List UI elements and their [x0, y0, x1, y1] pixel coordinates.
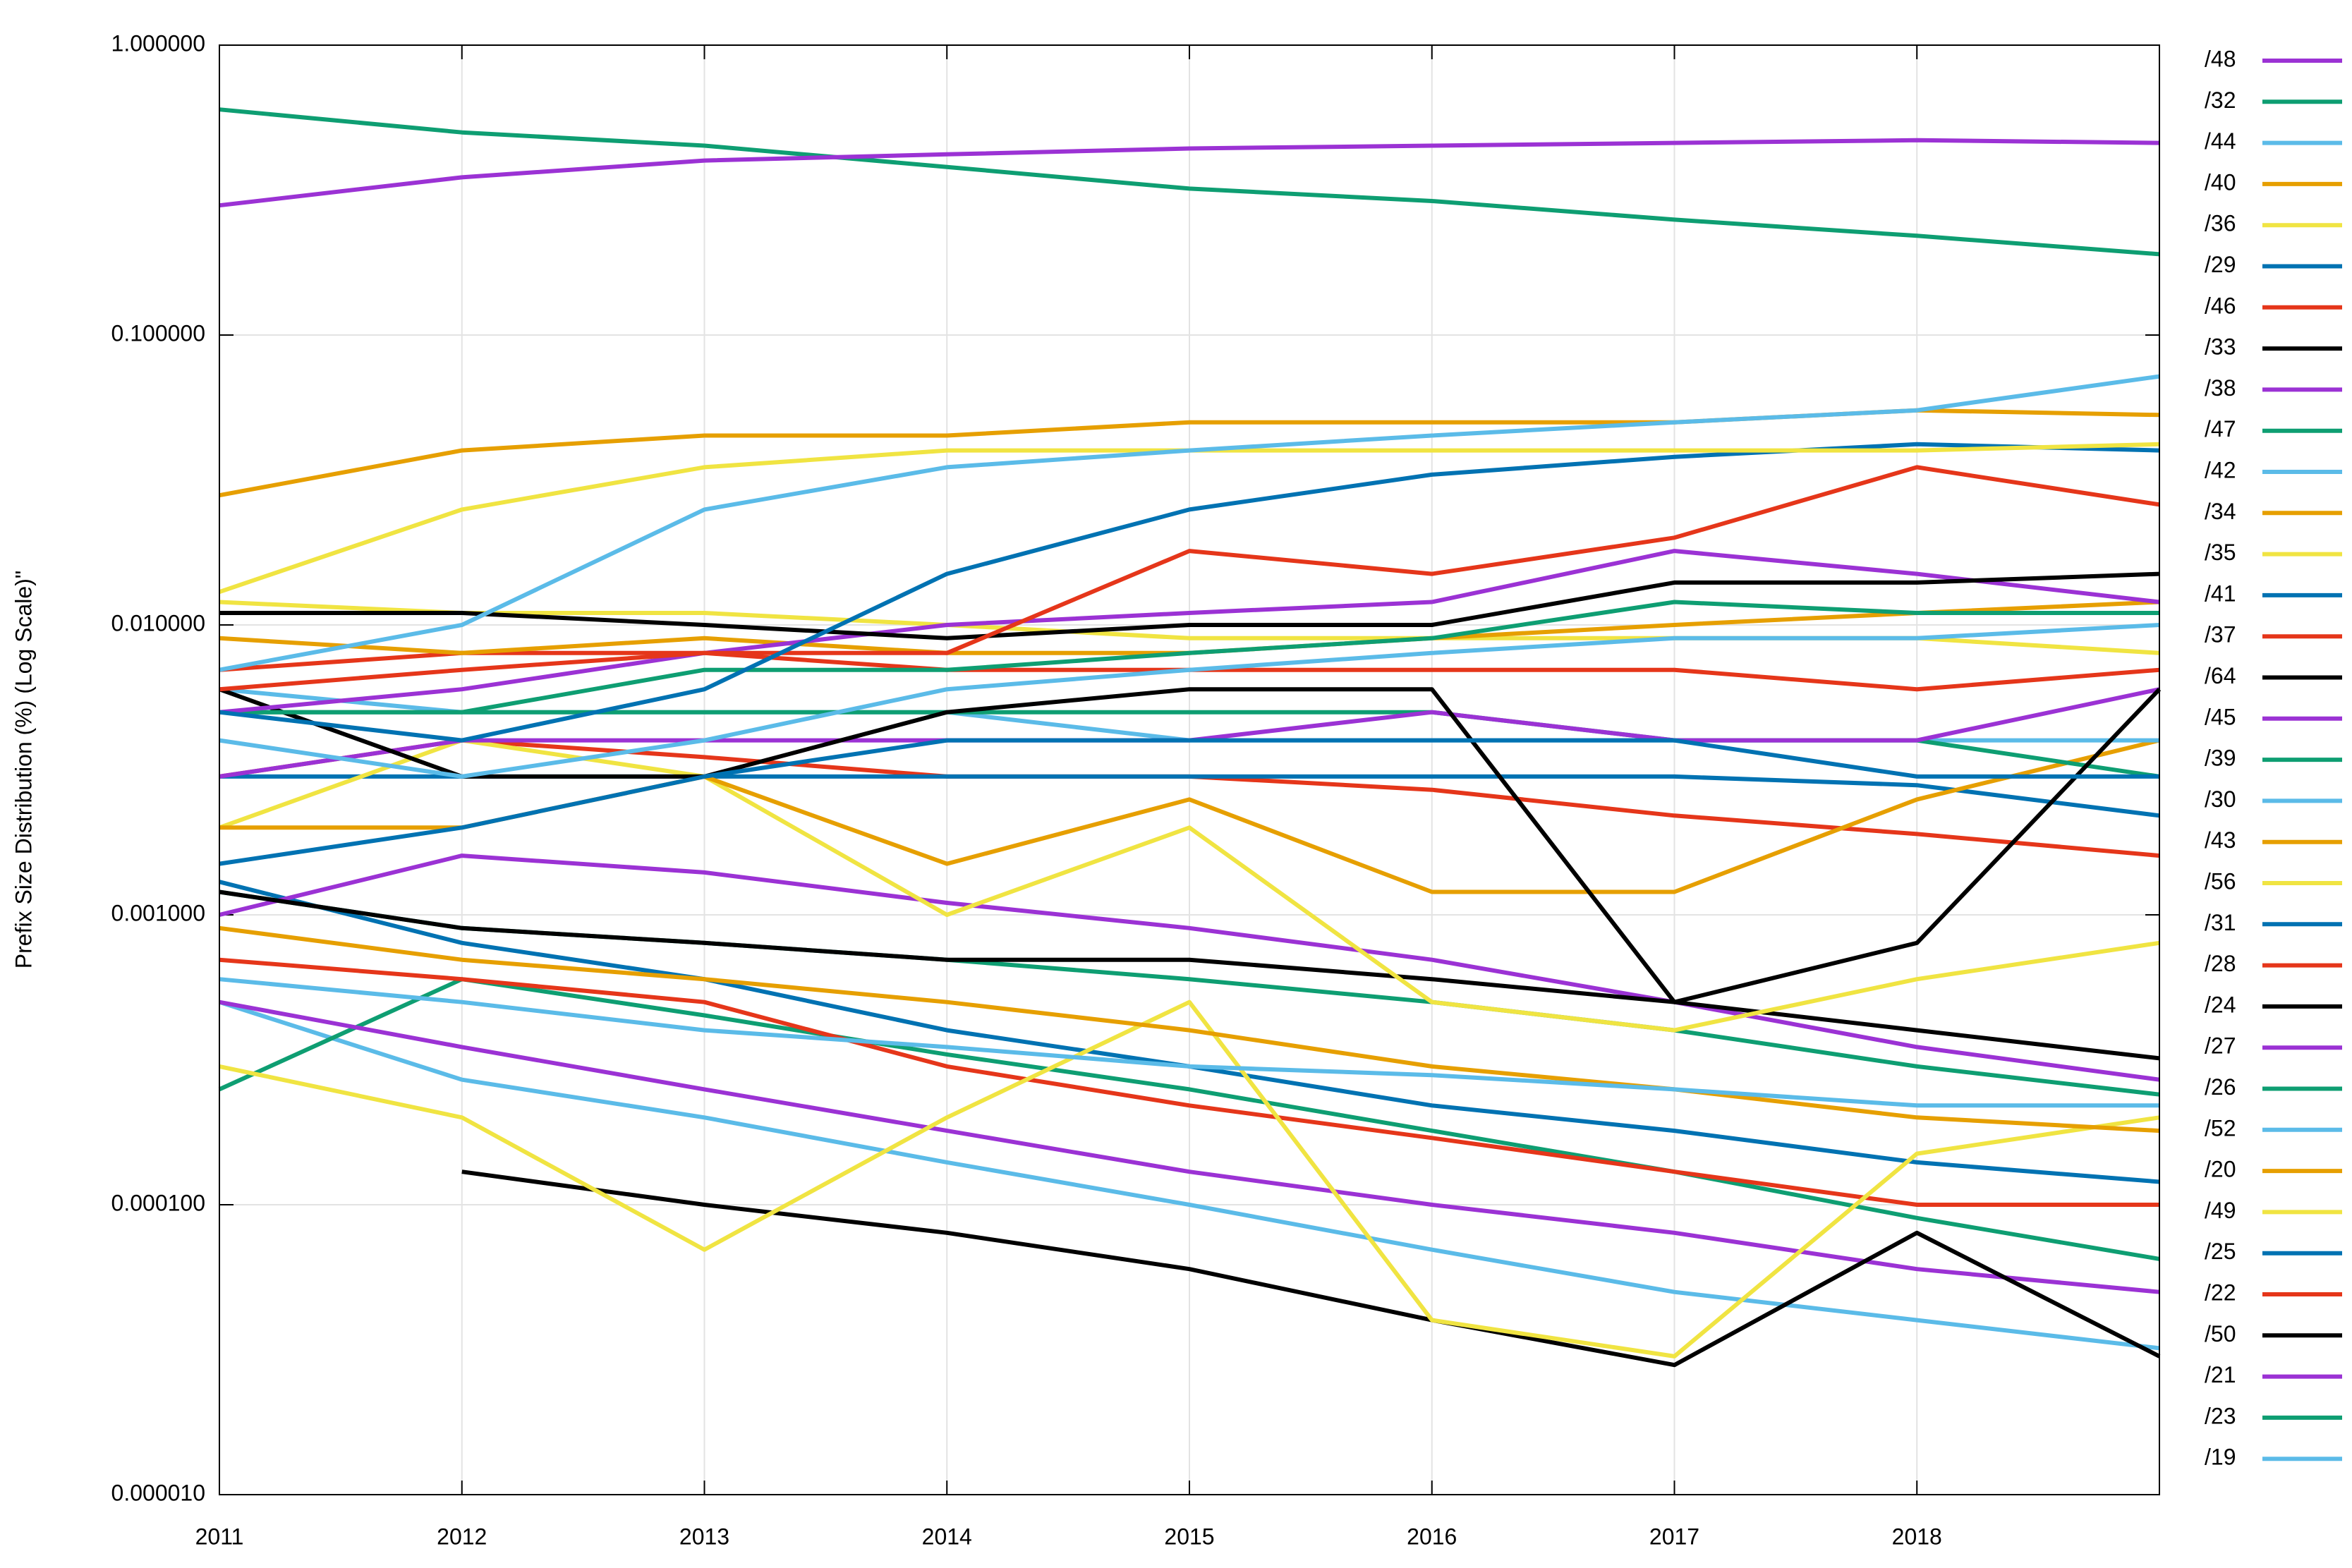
- series-line: [219, 889, 2160, 1061]
- legend-label: /22: [2205, 1280, 2236, 1305]
- legend-label: /48: [2205, 46, 2236, 71]
- legend-label: /39: [2205, 746, 2236, 771]
- legend-label: /42: [2205, 457, 2236, 482]
- legend-label: /23: [2205, 1403, 2236, 1428]
- x-tick-label: 2018: [1892, 1524, 1942, 1549]
- series-line: [219, 600, 2159, 715]
- legend-label: /36: [2205, 211, 2236, 236]
- x-tick-label: 2014: [922, 1524, 972, 1549]
- series-line: [218, 687, 2162, 1004]
- series-line: [219, 738, 2159, 866]
- x-tick-label: 2013: [679, 1524, 729, 1549]
- series-line: [219, 999, 2160, 1294]
- legend-label: /40: [2205, 169, 2236, 195]
- series-line: [219, 853, 2160, 1082]
- legend-label: /27: [2205, 1033, 2236, 1059]
- y-axis-label: Prefix Size Distribution (%) (Log Scale)…: [11, 571, 36, 968]
- x-tick-label: 2011: [195, 1524, 244, 1549]
- legend-label: /24: [2205, 992, 2236, 1017]
- y-tick-label: 0.100000: [111, 320, 205, 346]
- series-line: [218, 977, 2160, 1261]
- series-line: [219, 623, 2160, 779]
- series-line: [219, 999, 2160, 1359]
- legend-label: /45: [2205, 704, 2236, 729]
- x-tick-label: 2016: [1407, 1524, 1457, 1549]
- legend-label: /49: [2205, 1198, 2236, 1223]
- x-tick-label: 2017: [1649, 1524, 1699, 1549]
- legend-label: /29: [2205, 252, 2236, 277]
- series-line: [219, 465, 2160, 692]
- series-line: [219, 374, 2160, 672]
- legend-label: /37: [2205, 622, 2236, 648]
- series-line: [461, 1169, 2161, 1368]
- legend-label: /26: [2205, 1074, 2236, 1100]
- legend-label: /35: [2205, 540, 2236, 565]
- series-line: [219, 138, 2160, 208]
- legend-label: /25: [2205, 1239, 2236, 1264]
- y-tick-label: 0.000010: [111, 1480, 205, 1505]
- legend-label: /38: [2205, 375, 2236, 401]
- legend-label: /41: [2205, 581, 2236, 606]
- legend-label: /20: [2205, 1157, 2236, 1182]
- legend-label: /47: [2205, 416, 2236, 442]
- legend-label: /30: [2205, 786, 2236, 812]
- series-line: [219, 107, 2160, 257]
- legend-label: /21: [2205, 1362, 2236, 1387]
- x-tick-label: 2012: [437, 1524, 487, 1549]
- series-line: [219, 977, 2159, 1108]
- y-tick-label: 1.000000: [111, 30, 205, 56]
- legend-label: /44: [2205, 128, 2236, 154]
- legend-label: /50: [2205, 1321, 2236, 1347]
- series-line: [219, 571, 2160, 640]
- plot-frame: [219, 44, 2160, 1495]
- legend-label: /31: [2205, 910, 2236, 935]
- y-tick-label: 0.001000: [111, 900, 205, 925]
- y-tick-label: 0.000100: [111, 1190, 205, 1215]
- y-tick-label: 0.010000: [111, 610, 205, 636]
- legend-label: /34: [2205, 499, 2236, 524]
- legend-label: /46: [2205, 293, 2236, 318]
- legend-label: /33: [2205, 334, 2236, 360]
- series-line: [219, 999, 2160, 1351]
- series-line: [219, 549, 2160, 715]
- series-line: [218, 738, 2160, 1033]
- legend-label: /43: [2205, 827, 2236, 853]
- x-tick-label: 2015: [1164, 1524, 1214, 1549]
- legend-label: /19: [2205, 1445, 2236, 1470]
- legend-label: /28: [2205, 951, 2236, 976]
- legend-label: /56: [2205, 868, 2236, 894]
- legend-label: /52: [2205, 1115, 2236, 1141]
- series-line: [219, 925, 2160, 1134]
- legend-label: /32: [2205, 87, 2236, 113]
- legend-label: /64: [2205, 663, 2236, 688]
- series-line: [219, 957, 2159, 1207]
